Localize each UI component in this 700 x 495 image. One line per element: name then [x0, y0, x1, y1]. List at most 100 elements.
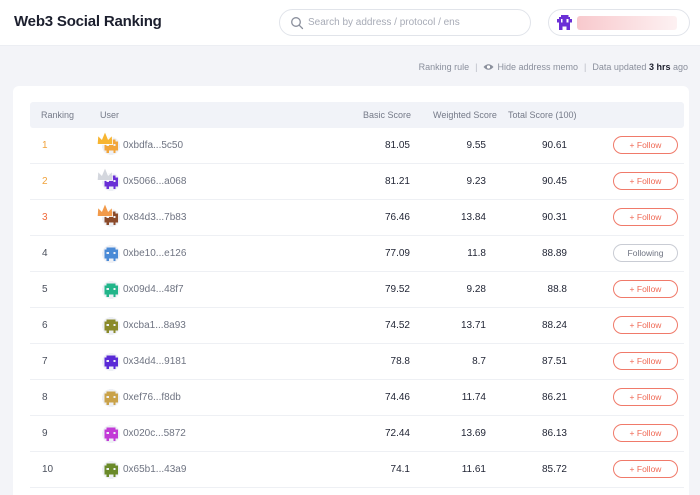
user-avatar[interactable] [96, 202, 120, 227]
rank-number: 3 [42, 212, 48, 223]
follow-button[interactable]: + Follow [613, 352, 678, 370]
hide-address-memo-toggle[interactable]: Hide address memo [483, 62, 578, 72]
follow-button[interactable]: + Follow [613, 460, 678, 478]
basic-score: 76.46 [384, 212, 410, 223]
user-address[interactable]: 0xcba1...8a93 [123, 320, 186, 331]
app-header: Web3 Social Ranking [0, 0, 700, 46]
user-avatar[interactable] [102, 461, 120, 479]
user-address[interactable]: 0x65b1...43a9 [123, 464, 187, 475]
rank-number: 8 [42, 392, 48, 403]
basic-score: 72.44 [384, 428, 410, 439]
weighted-score: 13.69 [460, 428, 486, 439]
rank-number: 10 [42, 464, 54, 475]
weighted-score: 9.28 [466, 284, 486, 295]
follow-button[interactable]: + Follow [613, 280, 678, 298]
table-row: 3 0x84d3...7b83 76.46 13.84 [30, 200, 684, 236]
pixel-avatar-icon [102, 389, 120, 407]
weighted-score: 13.71 [460, 320, 486, 331]
rank-number: 2 [42, 176, 48, 187]
pixel-avatar-icon [102, 353, 120, 371]
user-address[interactable]: 0x34d4...9181 [123, 356, 187, 367]
rank-number: 4 [42, 248, 48, 259]
basic-score: 81.05 [384, 140, 410, 151]
follow-button[interactable]: + Follow [613, 388, 678, 406]
weighted-score: 11.61 [461, 464, 486, 475]
table-row: 6 0xcba1...8a93 74.52 13.71 88.24 [30, 308, 684, 344]
column-header-weighted-score: Weighted Score [433, 110, 497, 120]
basic-score: 79.52 [384, 284, 410, 295]
wallet-address-redacted [577, 16, 677, 30]
table-row: 7 0x34d4...9181 78.8 8.7 87.51 [30, 344, 684, 380]
rank-number: 5 [42, 284, 48, 295]
column-header-total-score: Total Score (100) [508, 110, 577, 120]
user-avatar[interactable] [102, 281, 120, 299]
user-address[interactable]: 0x020c...5872 [123, 428, 186, 439]
user-avatar [557, 15, 572, 30]
weighted-score: 11.74 [461, 392, 486, 403]
total-score: 87.51 [541, 356, 567, 367]
search-input[interactable] [308, 13, 523, 32]
basic-score: 77.09 [384, 248, 410, 259]
table-row: 2 0x5066...a068 81.21 9.23 [30, 164, 684, 200]
table-row: 10 0x65b1...43a9 74.1 11.61 85.72 [30, 452, 684, 488]
user-avatar[interactable] [102, 353, 120, 371]
table-row: 9 0x020c...5872 72.44 13.69 86.13 [30, 416, 684, 452]
table-header: Ranking User Basic Score Weighted Score … [30, 102, 684, 128]
wallet-account-button[interactable] [548, 9, 690, 36]
weighted-score: 9.55 [466, 140, 486, 151]
ranking-table-card: Ranking User Basic Score Weighted Score … [13, 86, 689, 495]
basic-score: 74.46 [384, 392, 410, 403]
total-score: 88.8 [547, 284, 567, 295]
user-address[interactable]: 0xbe10...e126 [123, 248, 187, 259]
user-address[interactable]: 0x09d4...48f7 [123, 284, 184, 295]
meta-separator: | [475, 62, 478, 72]
total-score: 85.72 [541, 464, 567, 475]
pixel-avatar-icon [102, 317, 120, 335]
follow-button[interactable]: + Follow [613, 208, 678, 226]
pixel-avatar-icon [102, 461, 120, 479]
follow-button[interactable]: + Follow [613, 424, 678, 442]
weighted-score: 9.23 [466, 176, 486, 187]
total-score: 90.31 [541, 212, 567, 223]
table-row: 8 0xef76...f8db 74.46 11.74 86.21 [30, 380, 684, 416]
user-address[interactable]: 0x84d3...7b83 [123, 212, 187, 223]
total-score: 90.45 [541, 176, 567, 187]
total-score: 86.21 [541, 392, 567, 403]
total-score: 86.13 [541, 428, 567, 439]
total-score: 88.89 [541, 248, 567, 259]
eye-icon [483, 64, 494, 70]
table-row: 5 0x09d4...48f7 79.52 9.28 88.8 [30, 272, 684, 308]
pixel-avatar-icon [102, 281, 120, 299]
search-icon [291, 17, 304, 30]
follow-button[interactable]: + Follow [613, 316, 678, 334]
user-avatar[interactable] [96, 166, 120, 191]
pixel-avatar-icon [102, 425, 120, 443]
follow-button[interactable]: + Follow [613, 172, 678, 190]
total-score: 88.24 [541, 320, 567, 331]
basic-score: 74.1 [390, 464, 410, 475]
column-header-basic-score: Basic Score [363, 110, 412, 120]
user-avatar[interactable] [102, 245, 120, 263]
table-row: 4 0xbe10...e126 77.09 11.8 88.89 [30, 236, 684, 272]
weighted-score: 13.84 [460, 212, 486, 223]
crown-icon [96, 166, 114, 181]
hide-address-memo-label: Hide address memo [497, 62, 579, 72]
search-box[interactable] [279, 9, 531, 36]
data-updated-text: Data updated 3 hrs ago [592, 62, 688, 72]
follow-button[interactable]: + Follow [613, 136, 678, 154]
weighted-score: 8.7 [472, 356, 486, 367]
meta-separator: | [584, 62, 587, 72]
weighted-score: 11.8 [467, 248, 486, 259]
following-button[interactable]: Following [613, 244, 678, 262]
ranking-rule-link[interactable]: Ranking rule [418, 62, 470, 72]
user-address[interactable]: 0xbdfa...5c50 [123, 140, 184, 151]
crown-icon [96, 130, 114, 145]
user-avatar[interactable] [96, 130, 120, 155]
user-address[interactable]: 0x5066...a068 [123, 176, 187, 187]
user-avatar[interactable] [102, 317, 120, 335]
rank-number: 9 [42, 428, 48, 439]
pixel-avatar-icon [102, 245, 120, 263]
user-avatar[interactable] [102, 389, 120, 407]
user-avatar[interactable] [102, 425, 120, 443]
user-address[interactable]: 0xef76...f8db [123, 392, 181, 403]
